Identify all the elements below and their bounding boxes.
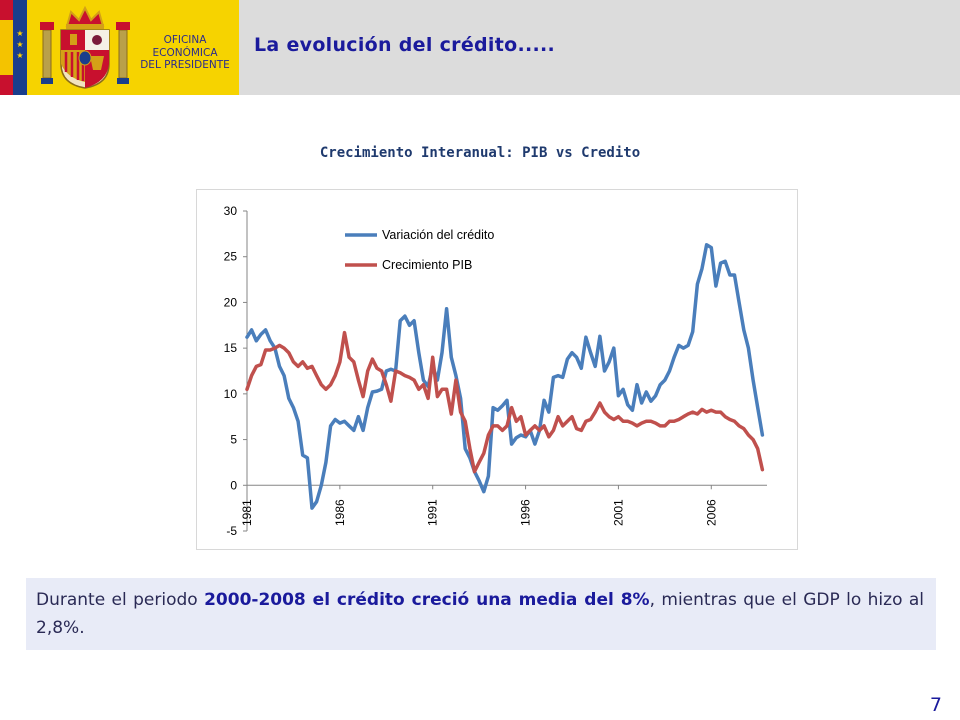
office-line-3: DEL PRESIDENTE	[140, 59, 230, 71]
x-tick-label: 1981	[240, 499, 254, 526]
series-line-credito	[245, 243, 765, 510]
y-tick-label: 10	[224, 387, 238, 401]
y-tick-label: -5	[226, 524, 237, 538]
legend-label: Crecimiento PIB	[382, 258, 472, 272]
summary-note: Durante el periodo 2000-2008 el crédito …	[26, 578, 936, 650]
office-line-1: OFICINA	[163, 34, 207, 46]
office-line-2: ECONÓMICA	[152, 46, 218, 59]
eu-flag-strip: ★ ★ ★	[13, 0, 27, 95]
y-tick-label: 5	[230, 433, 237, 447]
page-title: La evolución del crédito.....	[254, 34, 556, 56]
chart-frame: 30 25 20 15 10 5 0 -5 1981 1986 1991 1996 2001 2006 Va…	[196, 189, 798, 550]
summary-part-1: Durante el periodo	[36, 590, 205, 610]
flag-red-bottom	[0, 75, 13, 95]
series-line-pib	[245, 330, 765, 474]
y-tick-label: 15	[224, 341, 238, 355]
y-tick-label: 0	[230, 478, 237, 492]
coat-of-arms-icon	[40, 5, 130, 89]
x-tick-label: 1991	[426, 499, 440, 526]
office-logo: OFICINA ECONÓMICA DEL PRESIDENTE	[27, 0, 239, 95]
spain-flag-strip	[0, 0, 13, 95]
summary-text: Durante el periodo 2000-2008 el crédito …	[36, 586, 924, 642]
chart-title: Crecimiento Interanual: PIB vs Credito	[319, 145, 641, 161]
y-tick-label: 25	[224, 250, 238, 264]
x-tick-label: 1986	[333, 499, 347, 526]
x-tick-label: 2006	[704, 499, 718, 526]
y-tick-label: 30	[224, 204, 238, 218]
flag-red-top	[0, 0, 13, 20]
office-name: OFICINA ECONÓMICA DEL PRESIDENTE	[135, 34, 235, 72]
x-tick-label: 2001	[611, 499, 625, 526]
page-number: 7	[929, 694, 942, 716]
header-bar: ★ ★ ★	[0, 0, 960, 95]
summary-part-2: , mientras que el GDP lo hizo al 2,8%.	[36, 590, 924, 638]
flag-yellow	[0, 20, 13, 75]
x-tick-label: 1996	[519, 499, 533, 526]
y-tick-label: 20	[224, 295, 238, 309]
summary-highlight: 2000-2008 el crédito creció una media de…	[204, 590, 650, 610]
legend-label: Variación del crédito	[382, 228, 494, 242]
eu-stars-icon: ★ ★ ★	[16, 29, 24, 60]
